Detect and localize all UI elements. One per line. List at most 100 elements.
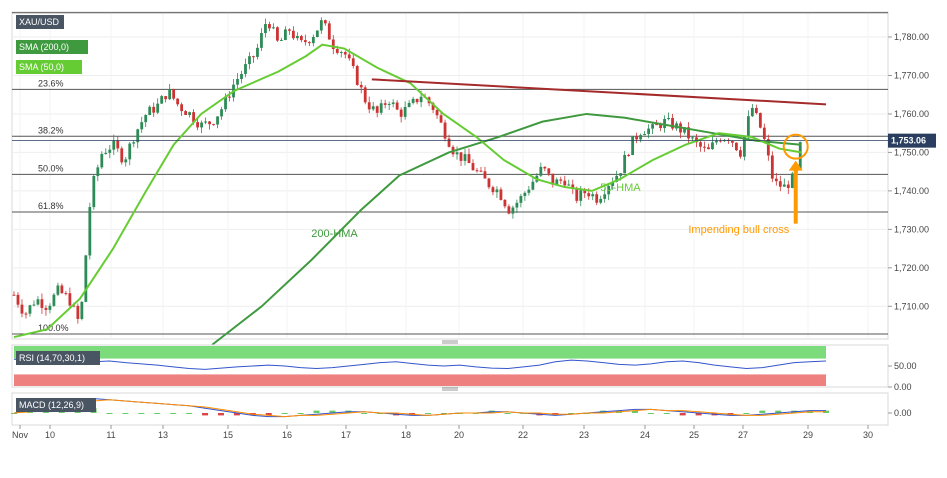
candle-body [375,106,379,113]
candle-body [447,138,451,147]
candle-body [571,184,575,189]
candle-body [12,294,16,296]
candle-body [180,104,184,112]
candle-body [695,137,698,143]
macd-histogram-bar [695,413,702,416]
candle-body [307,42,311,44]
candle-body [331,39,335,50]
candle-body [607,185,611,195]
candle-body [667,117,670,119]
x-tick-label: 24 [640,430,650,440]
annotation-50-hma: 50-HMA [600,182,641,194]
rsi-oversold-band [14,374,826,386]
candle-body [383,103,387,105]
candle-body [72,305,76,307]
macd-histogram-bar [313,410,320,413]
x-tick-label: 22 [518,430,528,440]
candle-body [782,184,786,187]
candle-body [379,103,383,113]
candle-body [68,293,72,306]
candle-body [168,89,172,100]
candle-body [790,173,794,188]
main-panel [11,11,889,340]
candle-body [260,33,263,48]
candle-body [435,109,439,116]
candle-body [319,20,323,31]
candle-body [355,66,359,85]
candle-body [88,207,92,256]
candle-body [543,166,547,169]
candle-body [603,194,607,199]
candle-body [403,106,407,117]
candle-body [703,146,706,148]
candle-body [24,313,28,315]
candle-body [798,142,802,169]
x-tick-label: 20 [454,430,464,440]
candle-body [256,47,259,57]
candle-body [647,128,650,135]
macd-histogram-bar [663,413,670,414]
candle-body [36,299,40,305]
macd-histogram-bar [11,413,17,414]
y-tick-label: 1,720.00 [894,263,929,273]
candle-body [272,27,275,29]
candle-body [778,181,782,187]
candle-body [555,179,559,185]
candle-body [471,163,475,171]
sma200-label: SMA (200,0) [19,42,69,52]
x-tick-label: 27 [738,430,748,440]
candle-body [738,150,742,157]
candle-body [774,178,778,182]
candle-body [64,293,68,295]
candle-body [587,193,591,197]
candle-body [407,102,411,107]
macd-histogram-bar [138,413,145,414]
candle-body [735,142,738,151]
macd-tick-label: 0.00 [894,408,912,418]
candle-body [523,192,527,197]
x-tick-label: 15 [223,430,233,440]
sma50-label: SMA (50,0) [19,62,64,72]
hma200-line [211,112,802,346]
x-tick-label: Nov [12,430,29,440]
candle-body [112,140,116,150]
macd-histogram-bar [743,413,750,414]
candle-body [363,87,367,103]
candle-body [84,255,88,302]
macd-label: MACD (12,26,9) [19,400,84,410]
candle-body [100,153,104,168]
candle-body [351,58,355,67]
candle-body [276,27,279,41]
candle-body [124,159,128,163]
candle-body [212,124,215,126]
candle-body [415,98,419,103]
y-tick-label: 1,780.00 [894,32,929,42]
x-tick-label: 18 [401,430,411,440]
candle-body [387,104,391,106]
candle-body [515,202,519,208]
candle-body [559,179,563,181]
candle-body [527,189,531,193]
y-tick-label: 1,730.00 [894,224,929,234]
candle-body [184,111,188,115]
candle-body [443,122,447,139]
candle-body [172,89,176,99]
macd-histogram-bar [186,413,193,414]
candle-body [599,198,603,203]
bull-cross-circle [782,133,809,160]
candle-body [152,106,156,113]
rsi-line [13,358,827,370]
candle-body [303,40,307,43]
y-tick-label: 1,750.00 [894,147,929,157]
candle-body [236,79,239,85]
candle-body [663,118,666,129]
candle-body [44,307,48,310]
x-tick-label: 17 [341,430,351,440]
candle-body [160,96,164,104]
macd-plot: 0.00 [11,398,912,418]
x-tick-label: 29 [803,430,813,440]
candle-body [228,96,231,98]
candle-body [459,152,463,161]
candle-body [439,115,443,123]
